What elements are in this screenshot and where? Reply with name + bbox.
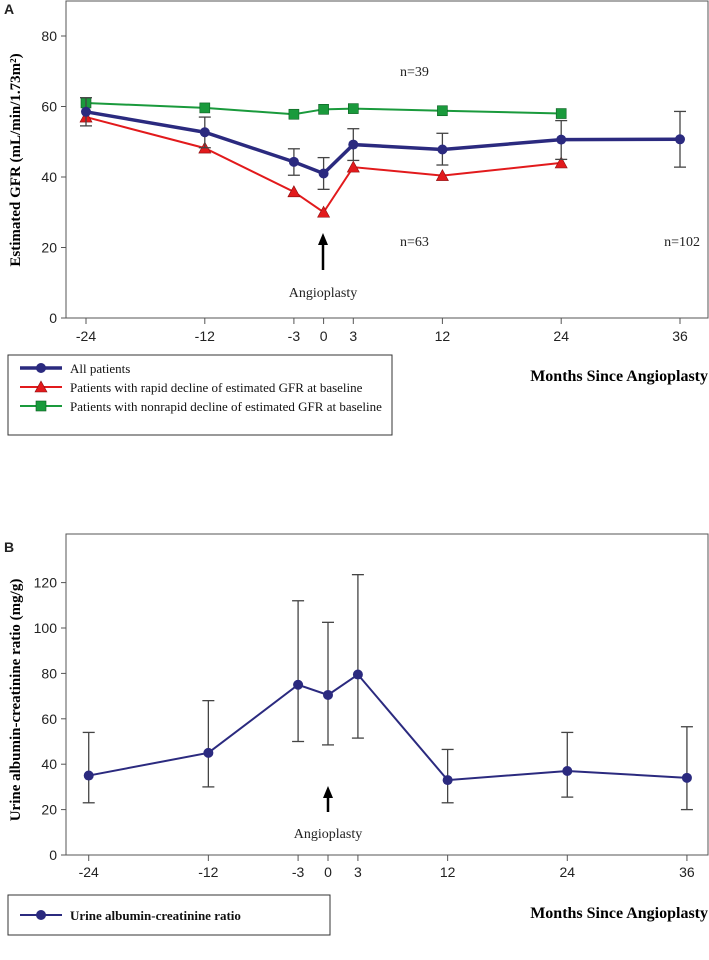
series-line [85,110,681,176]
data-point [348,139,359,150]
angioplasty-annotation: Angioplasty [294,827,362,842]
x-tick-label: 12 [435,328,451,344]
data-point [323,689,333,700]
legend-label: Urine albumin-creatinine ratio [70,908,241,923]
data-point [347,103,359,114]
data-point [288,108,300,120]
data-point [199,127,210,138]
data-point [681,772,692,783]
series-line [88,673,687,782]
data-point [562,766,573,777]
panel-a-y-axis-title: Estimated GFR (mL/min/1.73m²) [8,53,24,266]
sample-size-label: n=39 [400,65,429,80]
data-point [317,205,331,218]
data-point [203,747,214,758]
y-tick-label: 80 [41,28,57,44]
panel-a-label: A [4,1,14,17]
x-tick-label: 36 [679,864,695,880]
legend-label: Patients with rapid decline of estimated… [70,380,363,395]
annotation-arrowhead-icon [323,786,333,798]
y-tick-label: 120 [34,575,58,591]
y-tick-label: 60 [41,711,57,727]
x-tick-label: -3 [288,328,301,344]
data-point [675,134,685,145]
panel-a-x-axis-title: Months Since Angioplasty [530,368,708,385]
sample-size-label: n=63 [400,235,429,250]
panel-b-x-axis-title: Months Since Angioplasty [530,905,708,922]
data-point [435,168,449,181]
data-point [199,102,211,114]
data-point [437,105,448,117]
x-tick-label: 24 [553,328,569,344]
panel-b: B Urine albumin-creatinine ratio (mg/g) … [4,533,709,936]
angioplasty-annotation: Angioplasty [289,286,357,301]
y-tick-label: 100 [34,620,58,636]
panel-a: A Estimated GFR (mL/min/1.73m²) Months S… [4,0,709,436]
legend-label: Patients with nonrapid decline of estima… [70,399,382,414]
series-2: n=39 [80,65,567,120]
data-point [318,104,329,115]
data-point [442,775,453,786]
series-0: n=102 [80,97,700,250]
x-tick-label: 3 [354,864,362,880]
data-point [83,770,94,781]
sample-size-label: n=102 [664,235,700,250]
panel-a-legend [7,354,393,436]
data-point [556,134,567,145]
legend-marker-icon [36,910,46,920]
x-tick-label: -24 [79,864,99,880]
plot-area-frame [65,0,709,319]
y-tick-label: 0 [49,847,57,863]
y-tick-label: 40 [41,756,57,772]
legend-marker-icon [36,363,46,373]
x-tick-label: 36 [672,328,688,344]
x-tick-label: 0 [324,864,332,880]
data-point [318,168,329,179]
x-tick-label: 0 [320,328,328,344]
x-tick-label: -24 [76,328,96,344]
data-point [288,156,299,167]
annotation-arrowhead-icon [318,233,328,245]
y-tick-label: 80 [41,665,57,681]
plot-area-frame [65,533,709,856]
legend-label: All patients [70,361,130,376]
y-tick-label: 0 [49,310,57,326]
data-point [554,156,568,169]
data-point [352,669,363,680]
x-tick-label: 3 [349,328,357,344]
x-tick-label: 24 [559,864,575,880]
data-point [346,160,360,173]
y-tick-label: 20 [41,802,57,818]
series-0 [82,574,693,811]
y-tick-label: 20 [41,240,57,256]
panel-b-label: B [4,539,14,555]
data-point [555,108,567,119]
data-point [287,185,301,198]
x-tick-label: 12 [440,864,456,880]
legend-marker-icon [35,400,47,412]
data-point [293,679,304,690]
y-tick-label: 40 [41,169,57,185]
data-point [437,144,448,155]
data-point [81,106,91,117]
x-tick-label: -12 [195,328,215,344]
panel-b-y-axis-title: Urine albumin-creatinine ratio (mg/g) [8,579,24,822]
legend-marker-icon [34,380,48,393]
x-tick-label: -12 [198,864,218,880]
x-tick-label: -3 [292,864,305,880]
y-tick-label: 60 [41,99,57,115]
